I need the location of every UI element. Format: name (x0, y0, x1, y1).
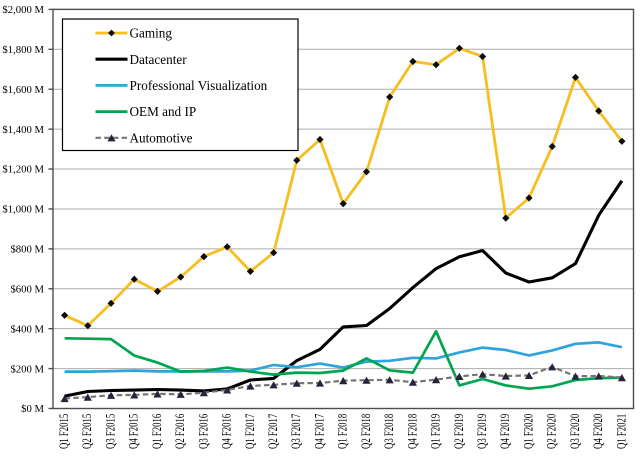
svg-text:Q4 F2018: Q4 F2018 (407, 414, 420, 449)
svg-text:Professional Visualization: Professional Visualization (130, 78, 268, 93)
svg-text:Q1 F2019: Q1 F2019 (430, 414, 443, 449)
svg-text:$600 M: $600 M (10, 283, 44, 295)
svg-text:$1,200 M: $1,200 M (2, 164, 44, 176)
svg-text:Q3 F2018: Q3 F2018 (384, 414, 397, 449)
svg-text:Q3 F2017: Q3 F2017 (291, 413, 304, 449)
svg-text:$200 M: $200 M (10, 363, 44, 375)
svg-text:Q4 F2020: Q4 F2020 (593, 414, 606, 449)
svg-text:$1,800 M: $1,800 M (2, 44, 44, 56)
svg-text:$1,000 M: $1,000 M (2, 204, 44, 216)
svg-text:Gaming: Gaming (130, 26, 173, 41)
svg-text:Q2 F2017: Q2 F2017 (268, 413, 281, 449)
svg-text:$800 M: $800 M (10, 244, 44, 256)
svg-text:Q2 F2020: Q2 F2020 (546, 414, 559, 449)
svg-text:Q1 F2021: Q1 F2021 (616, 414, 629, 449)
svg-text:$1,400 M: $1,400 M (2, 124, 44, 136)
svg-text:Q4 F2016: Q4 F2016 (221, 413, 234, 449)
svg-text:Q4 F2015: Q4 F2015 (128, 414, 141, 449)
svg-text:Q2 F2018: Q2 F2018 (361, 414, 374, 449)
svg-text:Q1 F2017: Q1 F2017 (245, 413, 258, 449)
svg-text:Q3 F2015: Q3 F2015 (105, 414, 118, 449)
svg-text:Automotive: Automotive (130, 130, 193, 145)
svg-text:Q2 F2016: Q2 F2016 (175, 413, 188, 449)
svg-text:$1,600 M: $1,600 M (2, 84, 44, 96)
svg-text:Q2 F2015: Q2 F2015 (82, 414, 95, 449)
svg-text:$0 M: $0 M (21, 403, 44, 415)
svg-text:Q1 F2018: Q1 F2018 (337, 414, 350, 449)
svg-text:Datacenter: Datacenter (130, 52, 188, 67)
svg-text:$400 M: $400 M (10, 323, 44, 335)
svg-text:Q4 F2017: Q4 F2017 (314, 413, 327, 449)
svg-text:OEM and IP: OEM and IP (130, 104, 197, 119)
svg-text:Q3 F2020: Q3 F2020 (570, 414, 583, 449)
svg-text:Q3 F2016: Q3 F2016 (198, 413, 211, 449)
svg-text:Q3 F2019: Q3 F2019 (477, 414, 490, 449)
svg-text:Q4 F2019: Q4 F2019 (500, 414, 513, 449)
svg-text:Q1 F2020: Q1 F2020 (523, 414, 536, 449)
svg-text:Q1 F2016: Q1 F2016 (152, 413, 165, 449)
svg-text:$2,000 M: $2,000 M (2, 4, 44, 16)
svg-text:Q1 F2015: Q1 F2015 (59, 414, 72, 449)
svg-text:Q2 F2019: Q2 F2019 (454, 414, 467, 449)
